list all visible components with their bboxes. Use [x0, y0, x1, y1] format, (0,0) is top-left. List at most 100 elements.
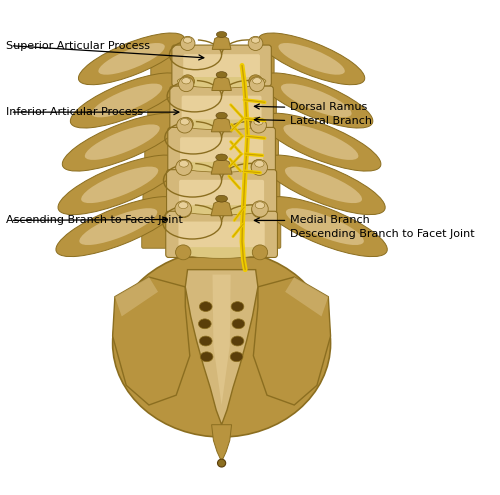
Ellipse shape: [179, 117, 194, 131]
Ellipse shape: [81, 166, 158, 203]
Ellipse shape: [254, 118, 263, 125]
Ellipse shape: [178, 77, 194, 92]
Text: Medial Branch: Medial Branch: [290, 215, 370, 225]
FancyBboxPatch shape: [166, 170, 276, 215]
Ellipse shape: [231, 301, 244, 311]
Ellipse shape: [281, 84, 351, 117]
Ellipse shape: [278, 43, 345, 75]
Ellipse shape: [176, 203, 192, 217]
Ellipse shape: [58, 155, 182, 215]
Ellipse shape: [216, 32, 227, 38]
Ellipse shape: [178, 201, 266, 215]
Text: Lateral Branch: Lateral Branch: [290, 115, 372, 126]
Ellipse shape: [112, 250, 330, 437]
Polygon shape: [212, 76, 232, 91]
Ellipse shape: [252, 203, 267, 217]
FancyBboxPatch shape: [178, 222, 264, 247]
FancyBboxPatch shape: [170, 86, 274, 129]
Ellipse shape: [182, 78, 190, 84]
Ellipse shape: [250, 118, 266, 133]
Ellipse shape: [250, 117, 264, 131]
Ellipse shape: [175, 201, 192, 217]
Ellipse shape: [70, 73, 184, 128]
Ellipse shape: [200, 352, 213, 362]
Polygon shape: [212, 116, 232, 132]
Ellipse shape: [216, 154, 228, 161]
Ellipse shape: [62, 113, 182, 171]
Ellipse shape: [80, 208, 158, 245]
Ellipse shape: [176, 159, 192, 175]
Ellipse shape: [254, 160, 264, 167]
Ellipse shape: [255, 202, 264, 208]
Ellipse shape: [248, 37, 263, 50]
Ellipse shape: [286, 208, 364, 245]
Ellipse shape: [252, 37, 260, 43]
Ellipse shape: [198, 319, 211, 329]
Ellipse shape: [262, 197, 388, 256]
Ellipse shape: [176, 245, 191, 260]
Ellipse shape: [284, 124, 358, 160]
FancyBboxPatch shape: [143, 177, 178, 206]
Ellipse shape: [260, 73, 373, 128]
Text: Inferior Articular Process: Inferior Articular Process: [6, 107, 143, 117]
FancyBboxPatch shape: [180, 137, 263, 162]
FancyBboxPatch shape: [183, 54, 260, 77]
Polygon shape: [212, 275, 230, 405]
Ellipse shape: [178, 158, 266, 172]
Ellipse shape: [251, 159, 268, 175]
Ellipse shape: [180, 118, 189, 125]
Ellipse shape: [177, 118, 192, 133]
Ellipse shape: [178, 245, 266, 258]
Ellipse shape: [258, 33, 365, 85]
Ellipse shape: [178, 202, 188, 208]
Text: Dorsal Ramus: Dorsal Ramus: [290, 102, 367, 112]
Ellipse shape: [262, 155, 385, 215]
FancyBboxPatch shape: [246, 219, 281, 248]
Ellipse shape: [252, 201, 268, 217]
Polygon shape: [211, 158, 232, 174]
FancyBboxPatch shape: [172, 45, 272, 86]
Ellipse shape: [216, 72, 227, 78]
Ellipse shape: [98, 43, 165, 75]
Ellipse shape: [231, 336, 244, 346]
Ellipse shape: [184, 37, 192, 43]
FancyBboxPatch shape: [166, 211, 278, 257]
FancyBboxPatch shape: [142, 219, 177, 248]
Ellipse shape: [230, 352, 243, 362]
Ellipse shape: [56, 197, 180, 256]
Ellipse shape: [218, 459, 226, 467]
FancyBboxPatch shape: [148, 93, 180, 120]
Ellipse shape: [248, 75, 262, 88]
Ellipse shape: [252, 78, 262, 84]
Ellipse shape: [178, 159, 192, 174]
Ellipse shape: [180, 37, 195, 50]
Ellipse shape: [78, 33, 184, 85]
Polygon shape: [254, 277, 330, 405]
Ellipse shape: [200, 336, 212, 346]
Ellipse shape: [85, 124, 160, 160]
Polygon shape: [112, 277, 190, 405]
Ellipse shape: [285, 166, 362, 203]
Ellipse shape: [252, 245, 268, 260]
Ellipse shape: [181, 75, 194, 88]
FancyBboxPatch shape: [182, 96, 262, 120]
Polygon shape: [212, 35, 231, 50]
Text: Ascending Branch to Facet Joint: Ascending Branch to Facet Joint: [6, 215, 183, 225]
Ellipse shape: [216, 112, 228, 119]
Ellipse shape: [232, 319, 245, 329]
FancyBboxPatch shape: [242, 52, 274, 78]
FancyBboxPatch shape: [245, 177, 280, 206]
Polygon shape: [285, 277, 329, 316]
Ellipse shape: [261, 113, 381, 171]
Ellipse shape: [251, 159, 266, 174]
FancyBboxPatch shape: [244, 135, 278, 163]
Ellipse shape: [92, 84, 162, 117]
Ellipse shape: [179, 160, 188, 167]
Polygon shape: [115, 277, 158, 316]
Text: Descending Branch to Facet Joint: Descending Branch to Facet Joint: [290, 229, 474, 239]
Ellipse shape: [178, 116, 266, 130]
FancyBboxPatch shape: [179, 180, 264, 205]
Text: Superior Articular Process: Superior Articular Process: [6, 41, 150, 50]
Ellipse shape: [178, 74, 266, 88]
Polygon shape: [211, 199, 232, 216]
